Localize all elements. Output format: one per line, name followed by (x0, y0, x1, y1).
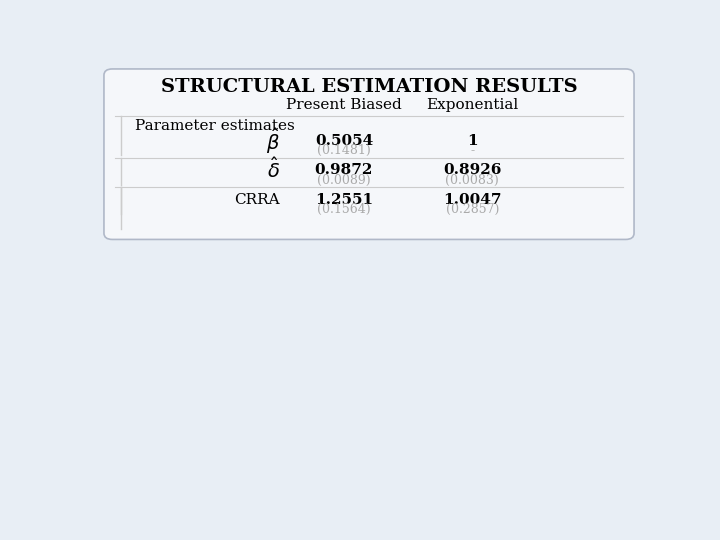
Text: Exponential: Exponential (426, 98, 518, 112)
Text: Parameter estimates: Parameter estimates (135, 119, 294, 133)
Text: -: - (470, 144, 474, 157)
Text: STRUCTURAL ESTIMATION RESULTS: STRUCTURAL ESTIMATION RESULTS (161, 78, 577, 96)
Text: 0.5054: 0.5054 (315, 134, 373, 148)
Text: (0.1564): (0.1564) (317, 203, 371, 216)
FancyBboxPatch shape (104, 69, 634, 239)
Text: CRRA: CRRA (234, 193, 280, 207)
Text: 0.8926: 0.8926 (443, 163, 501, 177)
Text: (0.1481): (0.1481) (317, 144, 371, 157)
Text: Present Biased: Present Biased (286, 98, 402, 112)
Text: 1: 1 (467, 134, 477, 148)
Text: $\hat{\beta}$: $\hat{\beta}$ (266, 126, 280, 156)
Text: (0.2857): (0.2857) (446, 203, 499, 216)
Text: 1.0047: 1.0047 (443, 193, 501, 207)
Text: (0.0083): (0.0083) (446, 173, 499, 186)
Text: (0.0089): (0.0089) (317, 173, 371, 186)
Text: 0.9872: 0.9872 (315, 163, 373, 177)
Text: $\hat{\delta}$: $\hat{\delta}$ (266, 158, 280, 183)
Text: 1.2551: 1.2551 (315, 193, 373, 207)
